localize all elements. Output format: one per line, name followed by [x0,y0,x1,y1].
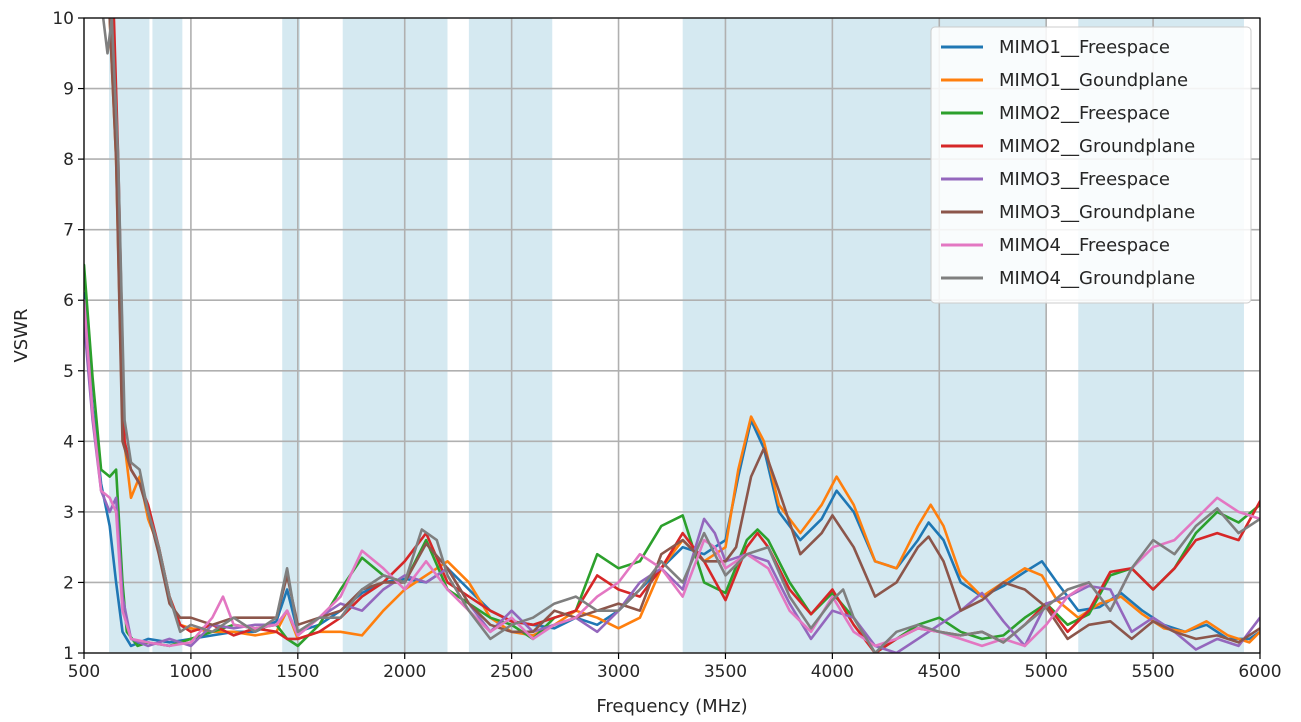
y-tick-label-1: 1 [63,644,74,664]
legend-box [930,26,1252,304]
x-tick-label-3500: 3500 [704,662,747,682]
y-axis-ticks: 1 2 3 4 5 6 7 8 9 10 [52,9,84,664]
x-tick-label-4500: 4500 [918,662,961,682]
x-tick-label-5000: 5000 [1025,662,1068,682]
legend: MIMO1__Freespace MIMO1__Goundplane MIMO2__… [930,26,1252,304]
x-tick-label-1000: 1000 [169,662,212,682]
series-line-6 [108,18,1260,644]
series-line-3 [84,263,1260,653]
plot-frame [83,17,1261,654]
legend-label-1: MIMO1__Freespace [999,37,1170,58]
y-axis-title: VSWR [11,308,32,362]
legend-label-6: MIMO3__Groundplane [999,202,1195,223]
x-tick-label-2000: 2000 [383,662,426,682]
x-tick-label-500: 500 [68,662,100,682]
y-tick-label-3: 3 [63,503,74,523]
x-axis-ticks: 500 1000 1500 2000 2500 3000 3500 4000 4500 5000 5… [68,653,1282,682]
x-axis-title: Frequency (MHz) [596,696,747,717]
legend-label-8: MIMO4__Groundplane [999,268,1195,289]
x-tick-label-3000: 3000 [597,662,640,682]
legend-label-3: MIMO2__Freespace [999,103,1170,124]
y-tick-label-8: 8 [63,150,74,170]
y-tick-label-6: 6 [63,291,74,311]
band-4 [468,18,553,653]
x-tick-label-6000: 6000 [1238,662,1281,682]
legend-label-7: MIMO4__Freespace [999,235,1170,256]
x-tick-label-4000: 4000 [811,662,854,682]
y-tick-label-4: 4 [63,432,74,452]
series-line-7 [84,298,1260,648]
legend-label-5: MIMO3__Freespace [999,169,1170,190]
series-lines [84,18,1260,653]
series-line-8 [101,18,1260,653]
x-tick-label-5500: 5500 [1131,662,1174,682]
y-tick-label-9: 9 [63,80,74,100]
y-tick-label-5: 5 [63,362,74,382]
y-tick-label-10: 10 [52,9,74,29]
x-tick-label-2500: 2500 [490,662,533,682]
y-tick-label-2: 2 [63,573,74,593]
legend-label-4: MIMO2__Groundplane [999,136,1195,157]
band-2 [282,18,300,653]
legend-label-2: MIMO1__Goundplane [999,70,1188,91]
x-tick-label-1500: 1500 [276,662,319,682]
y-tick-label-7: 7 [63,221,74,241]
band-1 [152,18,183,653]
